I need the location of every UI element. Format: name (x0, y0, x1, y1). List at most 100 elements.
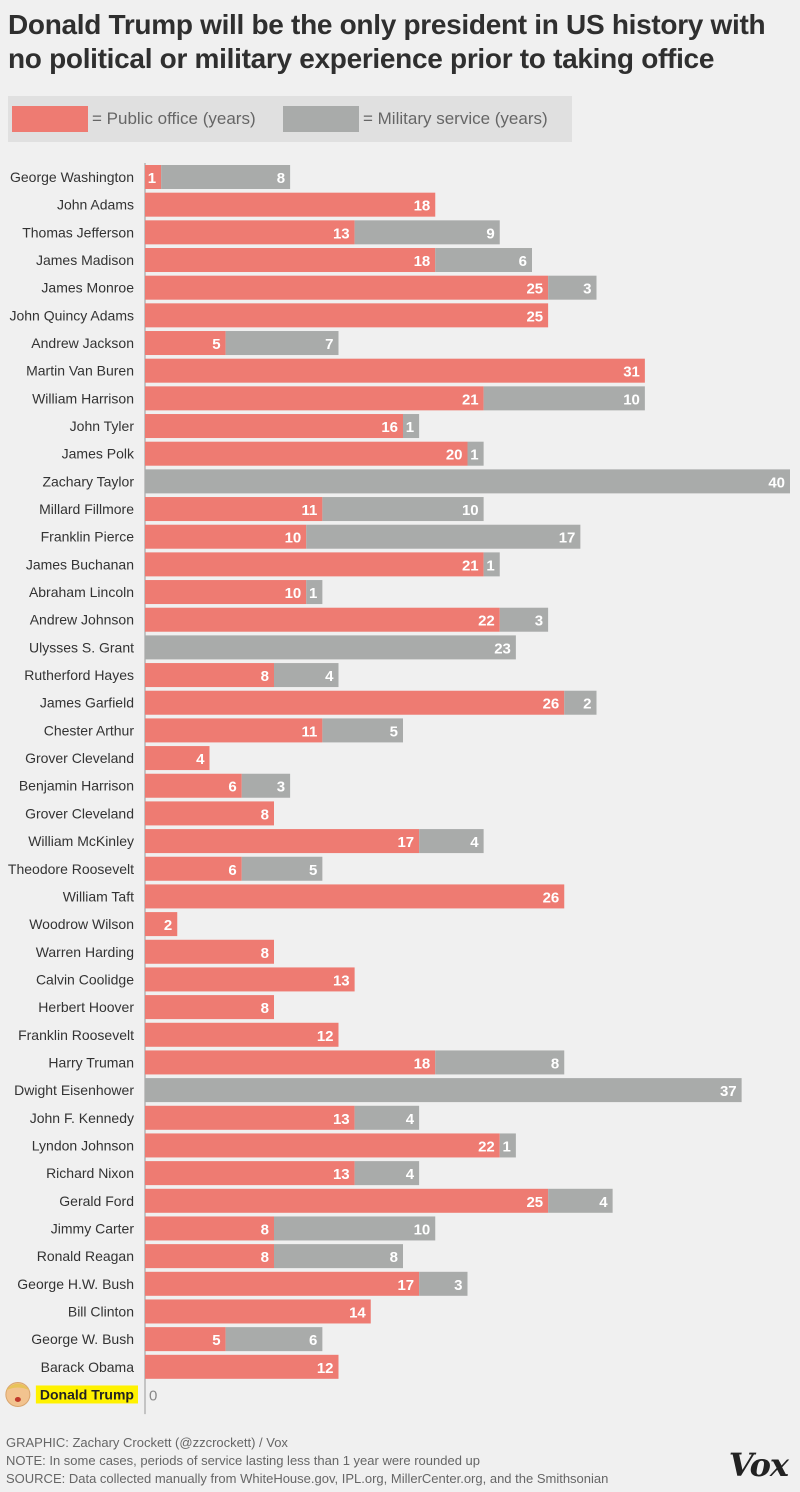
category-label: James Polk (62, 446, 135, 462)
category-label: Bill Clinton (68, 1303, 134, 1319)
bar-military-service (241, 773, 291, 798)
data-label-military-service: 8 (390, 1249, 398, 1266)
data-label-military-service: 4 (325, 668, 334, 685)
bar-military-service (564, 690, 597, 715)
data-label-public-office: 12 (317, 1360, 334, 1377)
bar-public-office (145, 1105, 355, 1130)
bar-public-office (145, 1244, 274, 1269)
data-label-public-office: 21 (462, 391, 479, 408)
legend-label-public-office: = Public office (years) (92, 109, 256, 128)
data-label-public-office: 20 (446, 447, 463, 464)
chart-title: Donald Trump will be the only president … (8, 9, 766, 74)
category-label: William Taft (63, 888, 134, 904)
data-label-public-office: 1 (148, 170, 156, 187)
category-label: Woodrow Wilson (29, 916, 134, 932)
data-label-public-office: 22 (478, 613, 495, 630)
legend: = Public office (years) = Military servi… (8, 96, 572, 142)
highlight-background (35, 1385, 138, 1404)
category-label: Chester Arthur (44, 722, 135, 738)
bar-public-office (145, 192, 436, 217)
data-label-public-office: 25 (526, 1194, 543, 1211)
category-label: Jimmy Carter (51, 1220, 135, 1236)
bar-military-service (499, 1133, 516, 1158)
data-label-public-office: 31 (623, 364, 640, 381)
category-label: John Adams (57, 197, 134, 213)
bar-public-office (145, 773, 242, 798)
bar-public-office (145, 1188, 549, 1213)
data-label-military-service: 37 (720, 1083, 737, 1100)
category-label: Grover Cleveland (25, 750, 134, 766)
bar-military-service (483, 552, 500, 577)
bar-public-office (145, 165, 162, 189)
data-label-military-service: 1 (406, 419, 414, 436)
bar-military-service (225, 1327, 323, 1352)
bar-military-service (274, 663, 339, 688)
graphic-credit: GRAPHIC: Zachary Crockett (@zzcrockett) … (6, 1435, 288, 1450)
category-label: Herbert Hoover (38, 999, 134, 1015)
data-label-military-service: 1 (486, 557, 494, 574)
data-label-public-office: 13 (333, 1111, 350, 1128)
category-label: James Monroe (41, 280, 134, 296)
category-label: Millard Fillmore (39, 501, 134, 517)
data-label-military-service: 4 (470, 834, 479, 851)
category-label: Ulysses S. Grant (29, 639, 134, 655)
data-label-military-service: 17 (559, 530, 576, 547)
bar-military-service (435, 248, 532, 273)
bar-military-service (548, 275, 597, 300)
bar-public-office (145, 220, 355, 245)
data-label-military-service: 4 (599, 1194, 608, 1211)
data-label-military-service: 6 (309, 1332, 317, 1349)
category-label: Ronald Reagan (37, 1248, 134, 1264)
data-label-public-office: 13 (333, 225, 350, 242)
bar-public-office (145, 386, 484, 411)
bar-public-office (145, 829, 420, 854)
data-label-military-service: 10 (623, 391, 640, 408)
data-label-military-service: 4 (406, 1111, 415, 1128)
data-label-public-office: 25 (526, 308, 543, 325)
category-label: Warren Harding (36, 944, 134, 960)
data-label-public-office: 18 (414, 198, 431, 215)
vox-logo: Vox (728, 1446, 789, 1484)
data-label-military-service: 3 (583, 281, 591, 298)
data-label-public-office: 6 (228, 862, 236, 879)
data-label-public-office: 8 (261, 945, 269, 962)
bar-public-office (145, 1299, 371, 1324)
data-label-military-service: 8 (551, 1055, 559, 1072)
bar-public-office (145, 275, 549, 300)
data-label-public-office: 18 (414, 253, 431, 270)
bar-public-office (145, 303, 549, 328)
data-label-public-office: 2 (164, 917, 172, 934)
footer-note: NOTE: In some cases, periods of service … (6, 1453, 481, 1468)
avatar-hair-icon (5, 1383, 30, 1391)
bar-public-office (145, 580, 307, 605)
data-label-military-service: 8 (277, 170, 285, 187)
bar-public-office (145, 441, 468, 466)
bar-public-office (145, 358, 645, 383)
data-label-public-office: 8 (261, 806, 269, 823)
bar-public-office (145, 414, 403, 439)
data-label-public-office: 16 (381, 419, 398, 436)
data-label-zero: 0 (149, 1387, 157, 1404)
data-label-military-service: 10 (414, 1221, 431, 1238)
category-label: Calvin Coolidge (36, 971, 134, 987)
data-label-public-office: 6 (228, 779, 236, 796)
data-label-public-office: 8 (261, 1000, 269, 1017)
category-label: Grover Cleveland (25, 805, 134, 821)
bar-public-office (145, 524, 307, 549)
bar-public-office (145, 1133, 500, 1158)
legend-swatch-military-service (283, 106, 359, 132)
category-label: George W. Bush (31, 1331, 134, 1347)
category-label: Thomas Jefferson (22, 224, 134, 240)
bar-military-service (499, 607, 549, 632)
bar-public-office (145, 497, 323, 522)
bar-military-service (274, 1216, 436, 1241)
bar-public-office (145, 607, 500, 632)
bar-public-office (145, 690, 565, 715)
bar-public-office (145, 1050, 436, 1075)
bar-public-office (145, 331, 226, 356)
bar-military-service (354, 1161, 420, 1186)
data-label-public-office: 8 (261, 668, 269, 685)
category-label: Lyndon Johnson (32, 1137, 134, 1153)
data-label-military-service: 1 (503, 1138, 511, 1155)
data-label-military-service: 1 (470, 447, 478, 464)
